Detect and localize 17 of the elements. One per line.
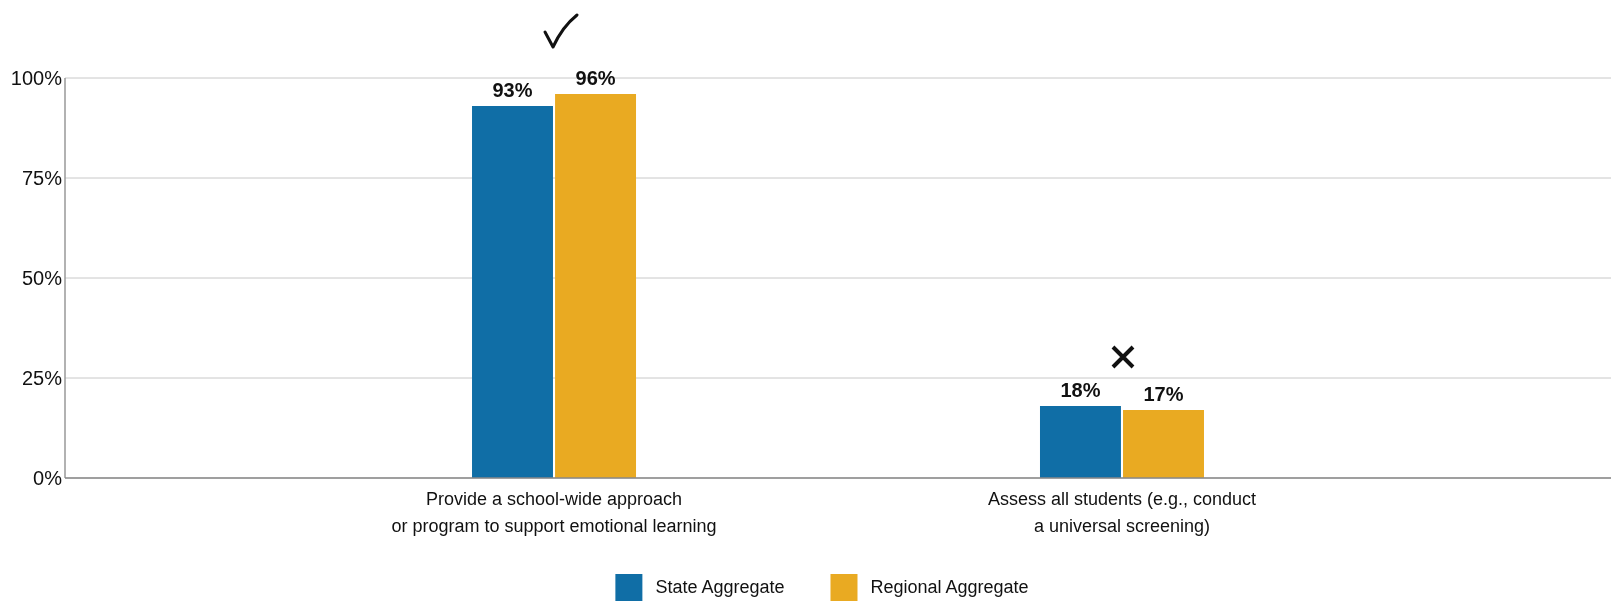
x-tick-label: Provide a school-wide approach or program to support emotional learning — [391, 489, 717, 536]
y-tick-label: 50% — [21, 267, 63, 289]
x-tick-label: Assess all students (e.g., conduct a universal screening) — [987, 489, 1257, 536]
data-label: 93% — [492, 79, 533, 101]
legend-label: Regional Aggregate — [870, 577, 1029, 597]
legend-label: State Aggregate — [655, 577, 785, 597]
data-label: 17% — [1143, 383, 1184, 405]
y-tick-label: 75% — [21, 167, 63, 189]
y-tick-label: 100% — [10, 67, 63, 89]
bar — [1123, 410, 1204, 478]
data-label: 18% — [1060, 379, 1101, 401]
bar — [472, 106, 553, 478]
bar — [1039, 406, 1121, 478]
y-tick-label: 0% — [33, 467, 63, 489]
bar — [555, 94, 637, 478]
y-tick-label: 25% — [21, 367, 63, 389]
data-label: 96% — [575, 67, 616, 89]
